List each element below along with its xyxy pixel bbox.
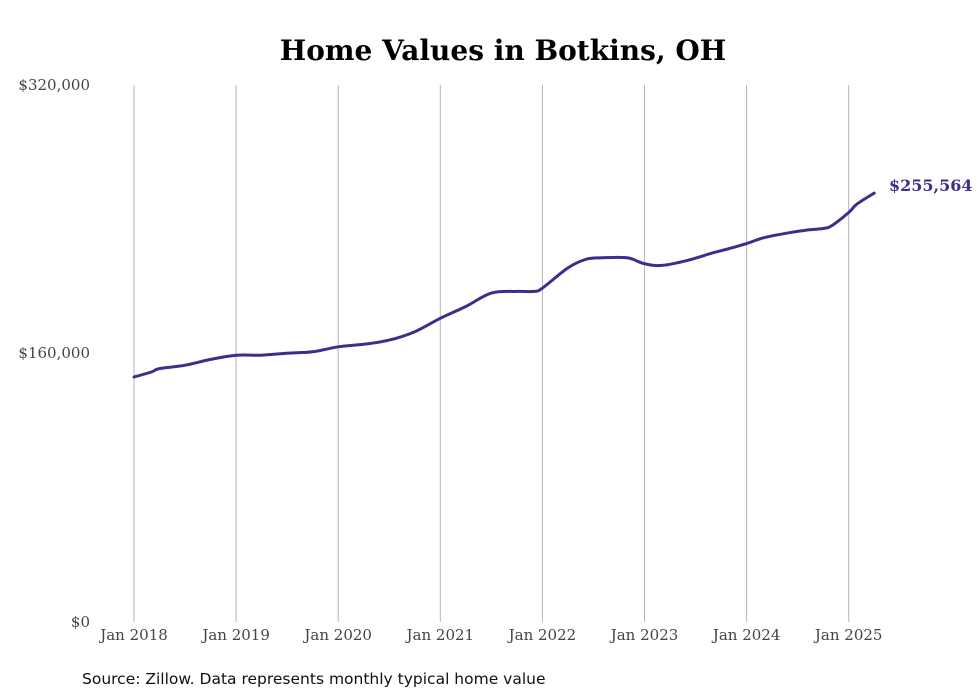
y-tick-label: $0 bbox=[71, 613, 90, 631]
x-tick-label: Jan 2023 bbox=[609, 626, 679, 644]
series-layer bbox=[132, 191, 876, 379]
x-tick-label: Jan 2021 bbox=[405, 626, 475, 644]
last-value-label: $255,564 bbox=[889, 176, 973, 195]
source-note: Source: Zillow. Data represents monthly … bbox=[82, 670, 546, 688]
y-tick-label: $320,000 bbox=[18, 76, 90, 94]
x-tick-label: Jan 2018 bbox=[98, 626, 168, 644]
series-line-0 bbox=[132, 191, 876, 379]
gridlines bbox=[133, 85, 850, 622]
x-tick-label: Jan 2025 bbox=[813, 626, 883, 644]
x-axis-labels: Jan 2018 Jan 2019 Jan 2020 Jan 2021 Jan 2022… bbox=[98, 626, 882, 644]
x-tick-label: Jan 2019 bbox=[200, 626, 270, 644]
y-tick-label: $160,000 bbox=[18, 344, 90, 362]
chart-title: Home Values in Botkins, OH bbox=[280, 34, 726, 67]
x-tick-label: Jan 2020 bbox=[302, 626, 372, 644]
y-axis-labels: $0 $160,000 $320,000 bbox=[18, 76, 90, 631]
x-tick-label: Jan 2022 bbox=[507, 626, 577, 644]
x-tick-label: Jan 2024 bbox=[711, 626, 781, 644]
